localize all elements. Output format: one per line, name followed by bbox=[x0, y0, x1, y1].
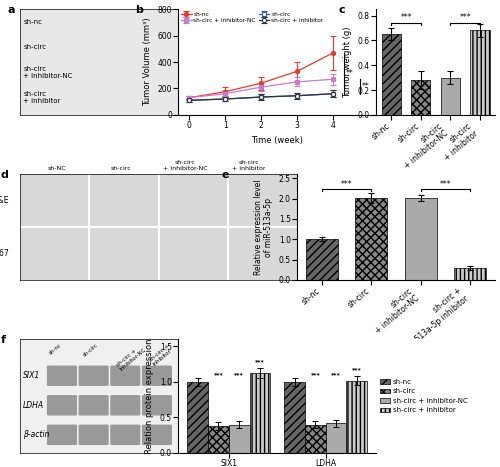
Text: ***: *** bbox=[234, 372, 244, 377]
FancyBboxPatch shape bbox=[142, 425, 172, 445]
Text: sh-circ: sh-circ bbox=[23, 44, 46, 50]
Bar bbox=[188, 382, 208, 453]
FancyBboxPatch shape bbox=[110, 366, 140, 386]
Text: H&E: H&E bbox=[0, 196, 9, 205]
FancyBboxPatch shape bbox=[78, 366, 108, 386]
Bar bbox=[250, 374, 270, 453]
Bar bbox=[229, 425, 250, 453]
Text: c: c bbox=[338, 5, 345, 15]
Text: sh-circ
+ inhibitor: sh-circ + inhibitor bbox=[23, 92, 60, 105]
Text: ***: *** bbox=[341, 180, 352, 189]
FancyBboxPatch shape bbox=[142, 395, 172, 416]
FancyBboxPatch shape bbox=[47, 366, 77, 386]
Text: ***: *** bbox=[214, 372, 224, 377]
Bar bbox=[326, 423, 346, 453]
Bar bbox=[454, 268, 486, 280]
Y-axis label: Tumor weight (g): Tumor weight (g) bbox=[344, 26, 352, 98]
Bar bbox=[441, 78, 460, 115]
Text: β-actin: β-actin bbox=[23, 430, 50, 439]
Text: ***: *** bbox=[255, 359, 265, 364]
Bar bbox=[284, 382, 305, 453]
Text: SIX1: SIX1 bbox=[23, 371, 40, 380]
Bar bbox=[305, 425, 326, 453]
Bar bbox=[208, 426, 229, 453]
Text: ***: *** bbox=[460, 14, 471, 22]
Text: **: ** bbox=[362, 82, 370, 91]
Text: **: ** bbox=[346, 69, 354, 78]
Text: a: a bbox=[8, 5, 15, 15]
FancyBboxPatch shape bbox=[110, 425, 140, 445]
Text: sh-circ +
Inhibitor-NC: sh-circ + Inhibitor-NC bbox=[115, 343, 146, 372]
Text: sh-nc: sh-nc bbox=[23, 19, 42, 25]
Y-axis label: Relative expression level
of miR-513a-5p: Relative expression level of miR-513a-5p bbox=[254, 179, 273, 275]
Text: d: d bbox=[0, 170, 8, 180]
Text: b: b bbox=[135, 5, 142, 15]
Bar bbox=[346, 381, 368, 453]
FancyBboxPatch shape bbox=[78, 395, 108, 416]
Bar bbox=[404, 198, 436, 280]
Text: ***: *** bbox=[310, 372, 320, 377]
X-axis label: Time (week): Time (week) bbox=[252, 135, 303, 145]
Text: f: f bbox=[1, 335, 6, 345]
Text: ***: *** bbox=[331, 372, 341, 377]
FancyBboxPatch shape bbox=[47, 425, 77, 445]
Text: ***: *** bbox=[352, 367, 362, 372]
FancyBboxPatch shape bbox=[142, 366, 172, 386]
Text: sh-circ
+ Inhibitor-NC: sh-circ + Inhibitor-NC bbox=[23, 66, 72, 79]
Bar bbox=[356, 198, 388, 280]
Text: sh-circ: sh-circ bbox=[82, 343, 99, 358]
Bar bbox=[382, 34, 401, 115]
Text: sh-NC: sh-NC bbox=[48, 166, 66, 171]
Bar bbox=[306, 239, 338, 280]
Legend: sh-nc, sh-circ + inhibitor-NC, sh-circ, sh-circ + inhibitor: sh-nc, sh-circ + inhibitor-NC, sh-circ, … bbox=[181, 12, 324, 23]
Text: LDHA: LDHA bbox=[23, 401, 44, 410]
Text: sh-circ: sh-circ bbox=[111, 166, 132, 171]
Text: sh-nc: sh-nc bbox=[48, 343, 63, 356]
Text: e: e bbox=[222, 170, 230, 180]
Bar bbox=[470, 30, 490, 115]
Y-axis label: Tumor Volume (mm³): Tumor Volume (mm³) bbox=[143, 18, 152, 106]
Text: ***: *** bbox=[440, 180, 451, 189]
Text: ***: *** bbox=[400, 14, 412, 22]
Legend: sh-nc, sh-circ, sh-circ + inhibitor-NC, sh-circ + inhibitor: sh-nc, sh-circ, sh-circ + inhibitor-NC, … bbox=[380, 379, 468, 413]
Text: Ki-67: Ki-67 bbox=[0, 249, 9, 258]
FancyBboxPatch shape bbox=[110, 395, 140, 416]
Text: sh-circ
+ Inhibitor-NC: sh-circ + Inhibitor-NC bbox=[162, 160, 207, 171]
Y-axis label: Relation protein expression: Relation protein expression bbox=[146, 339, 154, 454]
Text: sh-circ
+ inhibitor: sh-circ + inhibitor bbox=[232, 160, 266, 171]
Bar bbox=[411, 80, 430, 115]
FancyBboxPatch shape bbox=[47, 395, 77, 416]
Text: sh-circ +
inhibitor: sh-circ + inhibitor bbox=[148, 343, 174, 367]
FancyBboxPatch shape bbox=[78, 425, 108, 445]
